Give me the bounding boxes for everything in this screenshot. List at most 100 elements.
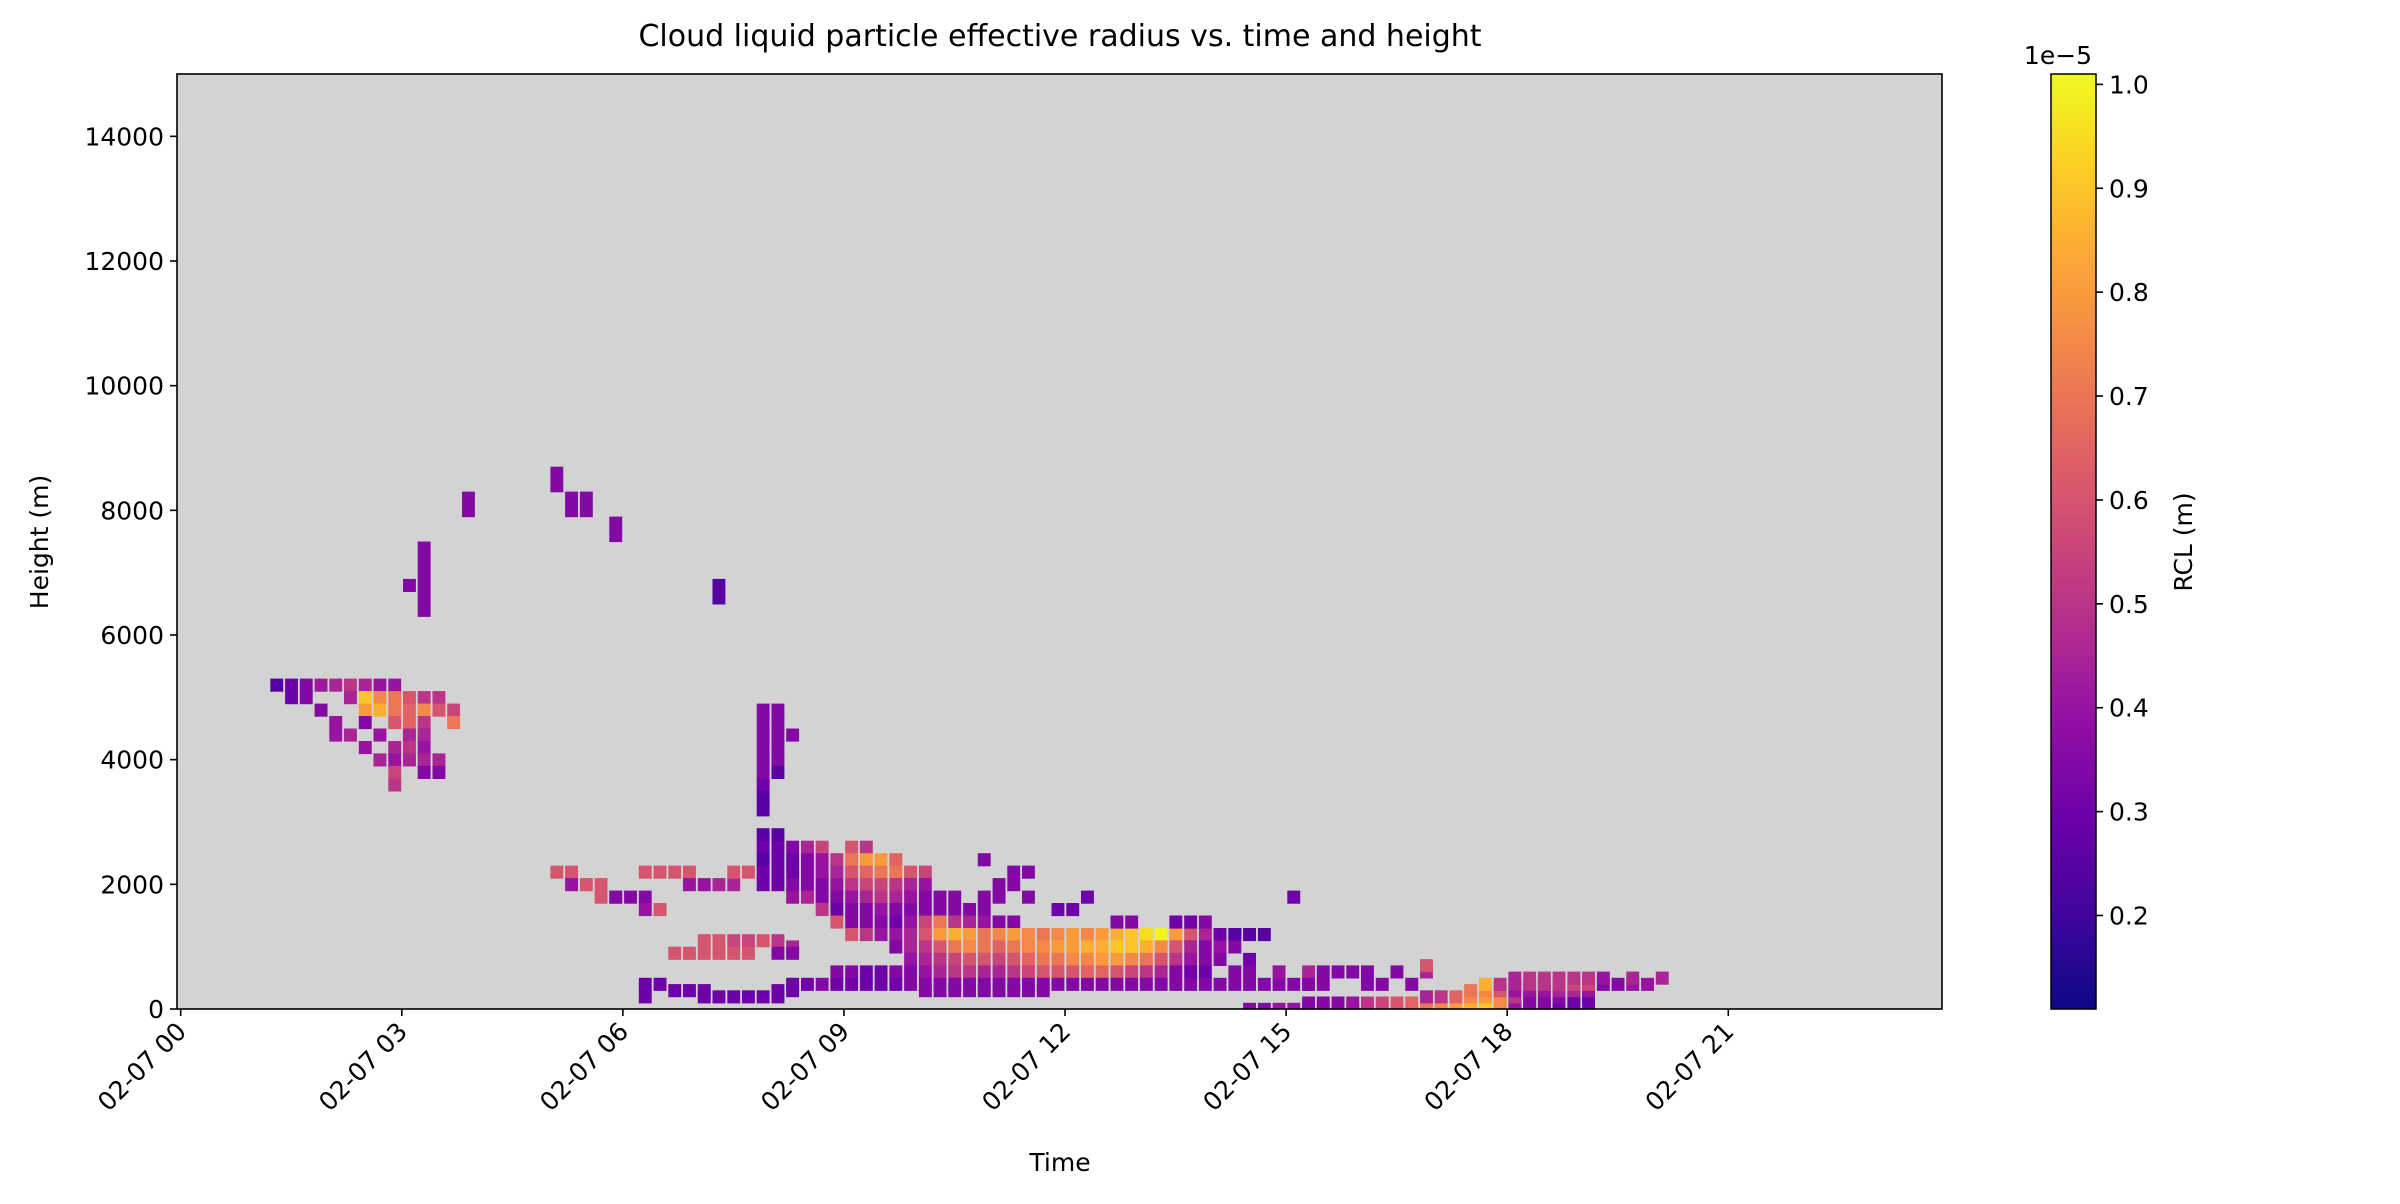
heatmap-cell <box>373 728 387 742</box>
heatmap-cell <box>977 903 991 917</box>
heatmap-cell <box>299 678 313 692</box>
heatmap-cell <box>579 878 593 892</box>
x-tick-label: 02-07 15 <box>1197 1017 1297 1117</box>
heatmap-cell <box>1346 996 1360 1010</box>
heatmap-cell <box>638 977 652 991</box>
heatmap-cell <box>977 928 991 942</box>
heatmap-cell <box>1095 965 1109 979</box>
heatmap-cell <box>1051 903 1065 917</box>
heatmap-cell <box>874 890 888 904</box>
heatmap-cell <box>771 878 785 892</box>
heatmap-cell <box>358 703 372 717</box>
heatmap-cell <box>1036 965 1050 979</box>
heatmap-cell <box>963 984 976 998</box>
x-tick-label: 02-07 12 <box>976 1017 1076 1117</box>
heatmap-cell <box>1007 928 1021 942</box>
heatmap-cell <box>1154 952 1168 966</box>
heatmap-cell <box>963 965 976 979</box>
heatmap-cell <box>403 703 416 717</box>
heatmap-cell <box>358 691 372 705</box>
heatmap-cell <box>977 952 991 966</box>
heatmap-cell <box>417 541 431 555</box>
heatmap-cell <box>859 977 873 991</box>
heatmap-cell <box>1081 977 1094 991</box>
heatmap-cell <box>1272 977 1286 991</box>
heatmap-cell <box>727 878 741 892</box>
heatmap-cell <box>1567 971 1581 985</box>
heatmap-cell <box>756 865 770 879</box>
heatmap-cell <box>373 753 387 767</box>
heatmap-cell <box>609 516 623 530</box>
heatmap-cell <box>1257 928 1271 942</box>
heatmap-cell <box>358 678 372 692</box>
heatmap-cell <box>933 940 947 954</box>
heatmap-cell <box>1464 984 1478 998</box>
heatmap-cell <box>1022 965 1035 979</box>
heatmap-cell <box>668 865 682 879</box>
heatmap-cell <box>373 691 387 705</box>
heatmap-cell <box>638 890 652 904</box>
heatmap-cell <box>403 691 416 705</box>
heatmap-cell <box>756 741 770 755</box>
heatmap-cell <box>918 965 932 979</box>
heatmap-cell <box>1081 890 1094 904</box>
x-tick-label: 02-07 00 <box>92 1017 192 1117</box>
heatmap-cell <box>1110 915 1124 929</box>
heatmap-cell <box>815 977 829 991</box>
heatmap-cell <box>815 878 829 892</box>
heatmap-cell <box>948 928 962 942</box>
heatmap-cell <box>918 984 932 998</box>
heatmap-cell <box>550 865 564 879</box>
heatmap-cell <box>638 865 652 879</box>
heatmap-cell <box>918 878 932 892</box>
heatmap-cell <box>432 753 446 767</box>
heatmap-cell <box>1051 940 1065 954</box>
heatmap-cell <box>889 865 903 879</box>
heatmap-cell <box>447 716 461 730</box>
heatmap-cell <box>786 865 800 879</box>
heatmap-cell <box>845 903 859 917</box>
heatmap-cell <box>1007 915 1021 929</box>
heatmap-cell <box>1139 977 1153 991</box>
heatmap-cell <box>1243 965 1256 979</box>
heatmap-cell <box>786 853 800 867</box>
heatmap-cell <box>1125 952 1139 966</box>
heatmap-cell <box>786 728 800 742</box>
heatmap-cell <box>933 928 947 942</box>
heatmap-cell <box>1198 915 1212 929</box>
heatmap-cell <box>889 903 903 917</box>
heatmap-cell <box>1022 952 1035 966</box>
heatmap-cell <box>1081 952 1094 966</box>
heatmap-cell <box>977 890 991 904</box>
colorbar-label: RCL (m) <box>2169 492 2198 591</box>
heatmap-cell <box>1184 977 1198 991</box>
x-tick-label: 02-07 03 <box>313 1017 413 1117</box>
y-tick-label: 8000 <box>100 496 164 525</box>
heatmap-cell <box>1007 940 1021 954</box>
heatmap-cell <box>1552 971 1566 985</box>
heatmap-cell <box>1228 928 1242 942</box>
heatmap-cell <box>1095 940 1109 954</box>
heatmap-cell <box>771 765 785 779</box>
heatmap-cell <box>771 828 785 842</box>
x-tick-label: 02-07 18 <box>1418 1017 1518 1117</box>
heatmap-cell <box>830 878 844 892</box>
heatmap-cell <box>1420 990 1433 1004</box>
heatmap-cell <box>1154 977 1168 991</box>
heatmap-cell <box>756 778 770 792</box>
heatmap-cell <box>1228 940 1242 954</box>
heatmap-cell <box>1302 996 1315 1010</box>
heatmap-cell <box>668 984 682 998</box>
heatmap-cell <box>1169 928 1183 942</box>
heatmap-cell <box>1066 977 1080 991</box>
y-tick-label: 10000 <box>84 372 164 401</box>
heatmap-cell <box>859 915 873 929</box>
heatmap-cell <box>1007 878 1021 892</box>
heatmap-cell <box>756 803 770 817</box>
heatmap-cell <box>815 853 829 867</box>
heatmap-cell <box>992 965 1006 979</box>
heatmap-cell <box>712 934 726 948</box>
heatmap-cell <box>859 890 873 904</box>
heatmap-cell <box>1110 977 1124 991</box>
